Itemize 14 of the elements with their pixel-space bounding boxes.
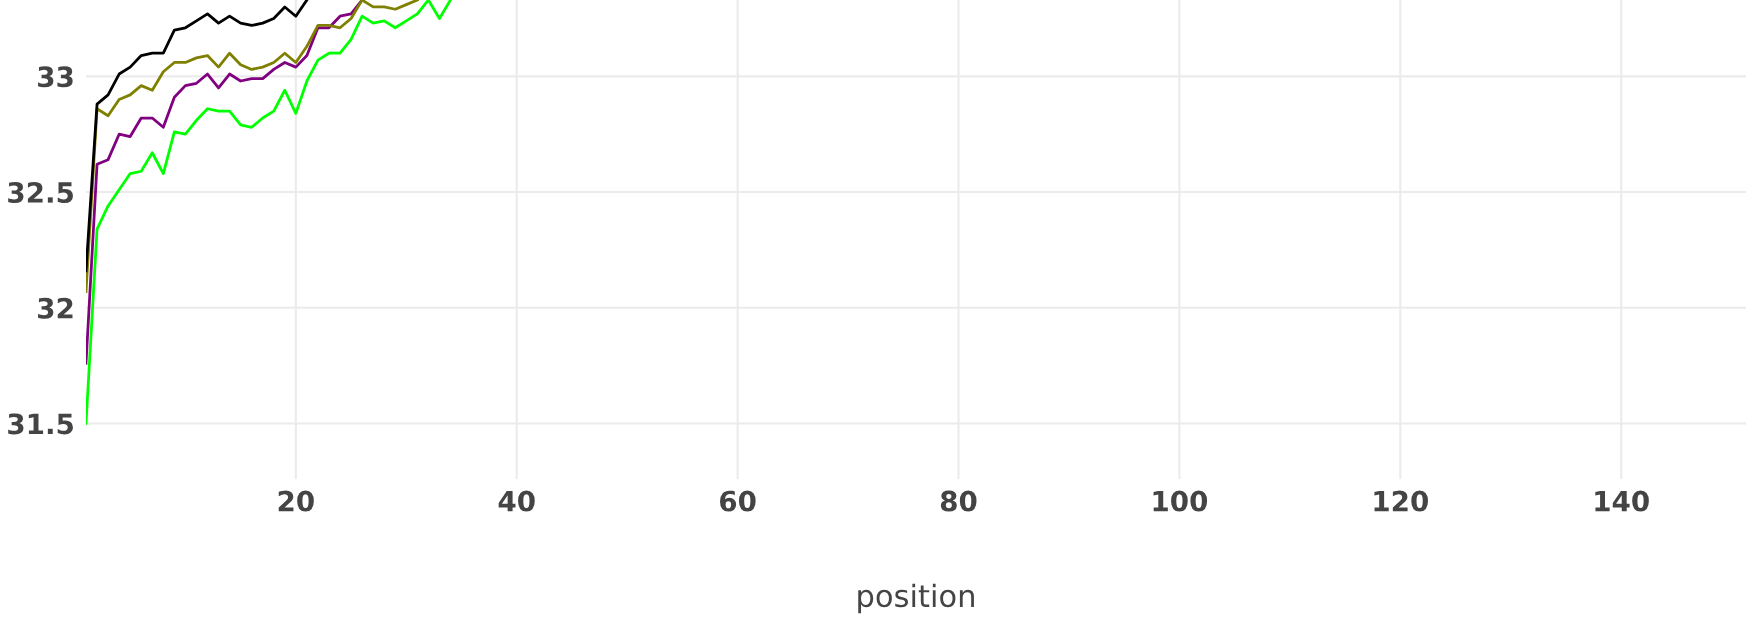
x-tick-label: 100	[1153, 490, 1208, 512]
x-tick-label: 120	[1374, 490, 1428, 512]
y-tick-label: 32	[38, 297, 73, 319]
x-tick-label: 20	[278, 490, 314, 512]
x-tick-label: 40	[498, 490, 535, 512]
x-axis-title: position	[858, 583, 974, 614]
y-tick-label: 32.5	[8, 182, 73, 204]
line-series	[86, 0, 452, 425]
x-tick-label: 80	[940, 490, 977, 512]
line-series	[86, 0, 309, 273]
y-tick-label: 31.5	[8, 413, 73, 435]
x-tick-label: 140	[1595, 490, 1649, 512]
x-tick-label: 60	[720, 490, 756, 512]
y-tick-label: 33	[38, 66, 73, 88]
